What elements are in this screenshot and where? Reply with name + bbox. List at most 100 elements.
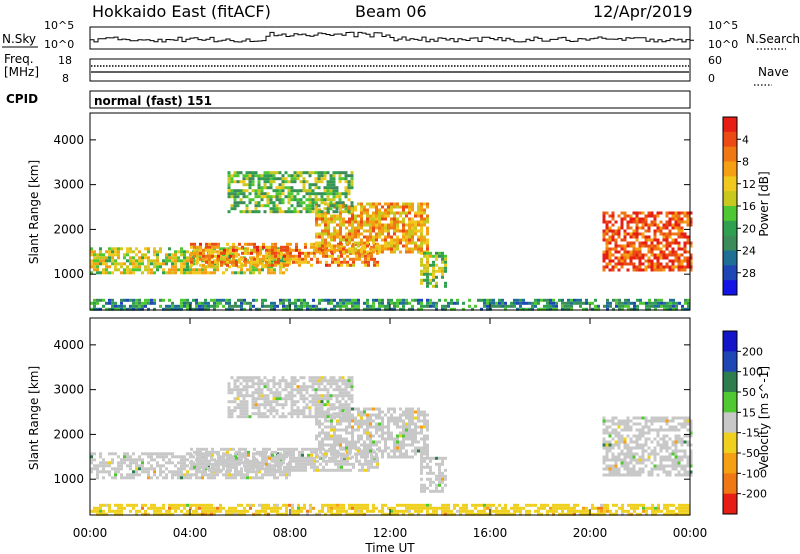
heatmap-cell: [305, 171, 309, 175]
heatmap-cell: [281, 189, 285, 193]
heatmap-cell: [429, 278, 432, 282]
heatmap-cell: [102, 262, 105, 266]
heatmap-cell: [323, 385, 327, 389]
heatmap-cell: [411, 220, 414, 224]
heatmap-cell: [319, 260, 322, 264]
heatmap-cell: [344, 189, 348, 193]
heatmap-cell: [183, 265, 186, 269]
heatmap-cell: [213, 509, 216, 513]
heatmap-cell: [384, 247, 387, 251]
heatmap-cell: [324, 512, 327, 516]
heatmap-cell: [611, 217, 615, 221]
heatmap-cell: [417, 307, 420, 311]
heatmap-cell: [324, 223, 327, 227]
heatmap-cell: [330, 443, 333, 447]
heatmap-cell: [623, 250, 627, 254]
heatmap-cell: [201, 476, 204, 480]
heatmap-cell: [662, 440, 666, 444]
heatmap-cell: [180, 250, 183, 254]
heatmap-cell: [626, 464, 630, 468]
heatmap-cell: [357, 298, 360, 302]
heatmap-cell: [262, 450, 265, 454]
heatmap-cell: [320, 198, 324, 202]
heatmap-cell: [147, 301, 150, 305]
heatmap-cell: [171, 271, 174, 275]
heatmap-cell: [296, 412, 300, 416]
heatmap-cell: [302, 412, 306, 416]
heatmap-cell: [638, 422, 642, 426]
heatmap-cell: [357, 202, 360, 206]
heatmap-cell: [638, 262, 642, 266]
heatmap-cell: [273, 307, 276, 311]
heatmap-cell: [199, 453, 202, 457]
heatmap-cell: [111, 253, 114, 257]
heatmap-cell: [444, 263, 447, 267]
heatmap-cell: [138, 467, 141, 471]
heatmap-cell: [263, 174, 267, 178]
heatmap-cell: [323, 192, 327, 196]
heatmap-cell: [591, 301, 594, 305]
heatmap-cell: [408, 428, 411, 432]
heatmap-cell: [168, 268, 171, 272]
heatmap-cell: [662, 416, 666, 420]
heatmap-cell: [297, 304, 300, 308]
cpid-panel: CPID normal (fast) 151: [6, 90, 691, 109]
heatmap-cell: [283, 453, 286, 457]
heatmap-cell: [420, 452, 423, 456]
heatmap-cell: [316, 257, 319, 261]
heatmap-cell: [357, 241, 360, 245]
heatmap-cell: [123, 476, 126, 480]
heatmap-cell: [331, 456, 334, 460]
heatmap-cell: [620, 247, 624, 251]
heatmap-cell: [641, 268, 645, 272]
heatmap-cell: [662, 226, 666, 230]
heatmap-cell: [662, 244, 666, 248]
heatmap-cell: [295, 462, 298, 466]
heatmap-cell: [129, 247, 132, 251]
heatmap-cell: [114, 250, 117, 254]
heatmap-cell: [662, 419, 666, 423]
heatmap-cell: [289, 459, 292, 463]
heatmap-cell: [629, 470, 633, 474]
heatmap-cell: [327, 229, 330, 233]
heatmap-cell: [381, 416, 384, 420]
heatmap-cell: [651, 304, 654, 308]
heatmap-cell: [330, 247, 333, 251]
heatmap-cell: [366, 229, 369, 233]
heatmap-cell: [638, 250, 642, 254]
heatmap-cell: [268, 260, 271, 264]
heatmap-cell: [323, 415, 327, 419]
heatmap-cell: [314, 177, 318, 181]
heatmap-cell: [366, 298, 369, 302]
heatmap-cell: [105, 259, 108, 263]
heatmap-cell: [647, 452, 651, 456]
heatmap-cell: [549, 304, 552, 308]
heatmap-cell: [294, 307, 297, 311]
heatmap-cell: [360, 410, 363, 414]
heatmap-cell: [310, 245, 313, 249]
heatmap-cell: [313, 242, 316, 246]
heatmap-cell: [318, 247, 321, 251]
heatmap-cell: [311, 210, 315, 214]
heatmap-cell: [360, 220, 363, 224]
heatmap-cell: [390, 431, 393, 435]
heatmap-cell: [314, 195, 318, 199]
heatmap-cell: [260, 195, 264, 199]
heatmap-cell: [635, 238, 639, 242]
heatmap-cell: [567, 301, 570, 305]
heatmap-cell: [204, 307, 207, 311]
heatmap-cell: [629, 455, 633, 459]
heatmap-cell: [650, 461, 654, 465]
heatmap-cell: [620, 428, 624, 432]
heatmap-cell: [417, 298, 420, 302]
heatmap-cell: [330, 449, 333, 453]
heatmap-cell: [289, 447, 292, 451]
heatmap-cell: [540, 298, 543, 302]
heatmap-cell: [635, 226, 639, 230]
heatmap-cell: [414, 431, 417, 435]
heatmap-cell: [180, 458, 183, 462]
heatmap-cell: [346, 254, 349, 258]
heatmap-cell: [423, 434, 426, 438]
heatmap-cell: [311, 415, 315, 419]
heatmap-cell: [360, 217, 363, 221]
